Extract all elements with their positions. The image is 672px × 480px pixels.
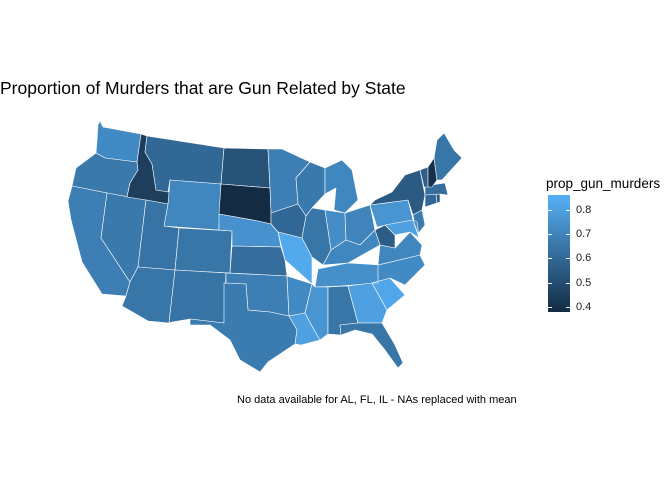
legend-tick-label: 0.5 [576,276,592,289]
state-ks [229,245,288,277]
state-tx [189,282,298,373]
state-co [174,227,233,274]
legend-tick-label: 0.4 [576,301,592,314]
state-nd [220,147,271,189]
state-wa [95,120,142,163]
state-wy [163,179,222,231]
state-nm [168,269,227,324]
state-nc [371,254,426,286]
legend-title: prop_gun_murders [546,176,661,191]
map-caption: No data available for AL, FL, IL - NAs r… [237,394,517,406]
state-me [433,132,463,181]
map-title: Proportion of Murders that are Gun Relat… [0,78,406,98]
state-ny [369,169,426,216]
state-ri [435,193,441,204]
state-fl [339,322,404,369]
legend-tick-label: 0.7 [576,228,592,240]
legend-tick-label: 0.8 [576,203,592,216]
state-wi [295,161,326,217]
state-de [412,219,420,237]
legend-tick-label: 0.6 [576,252,592,265]
state-mi [324,159,359,214]
state-mo [277,231,313,285]
state-md [384,219,420,239]
legend-colorbar [548,195,570,312]
state-ct [424,193,438,208]
